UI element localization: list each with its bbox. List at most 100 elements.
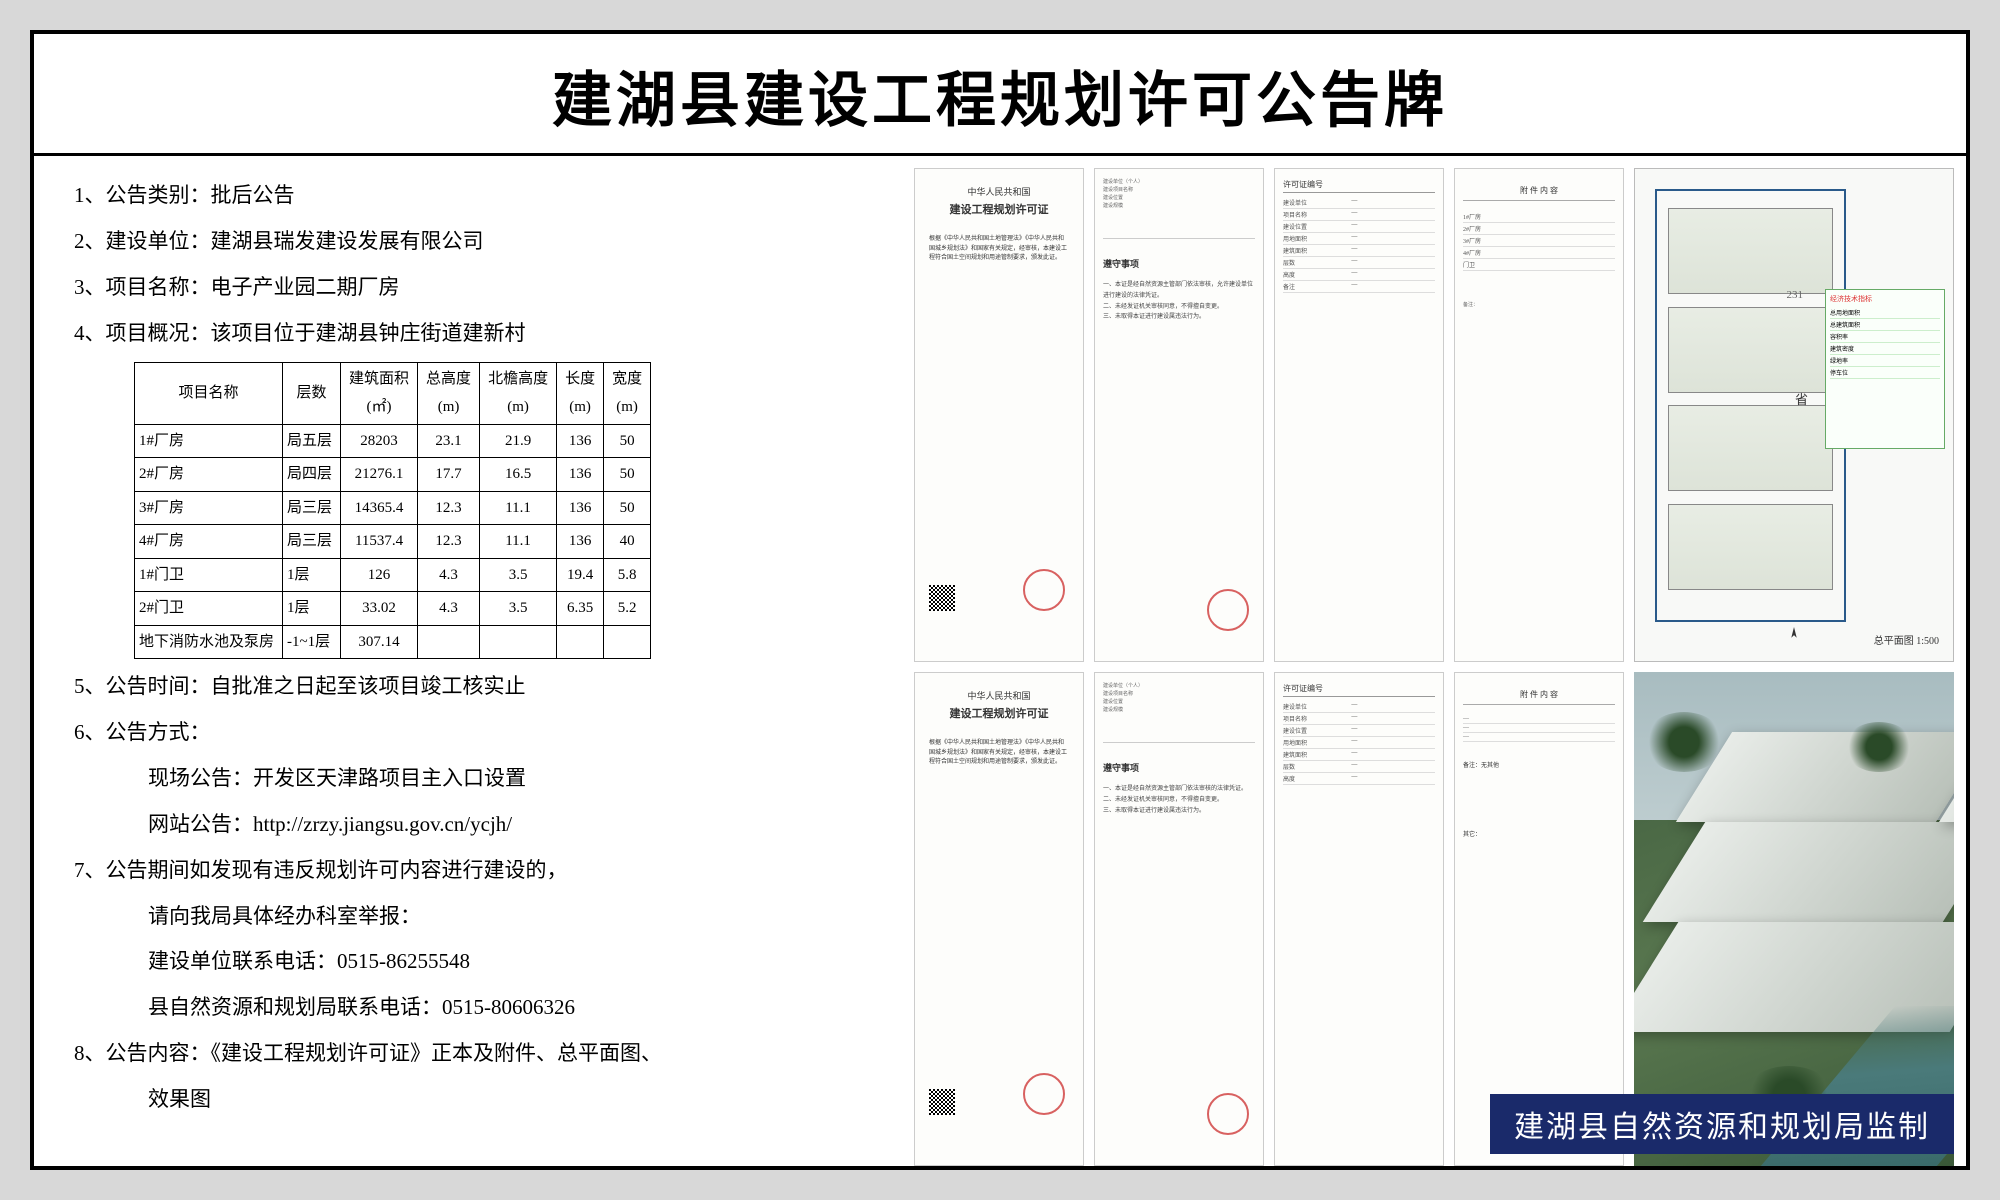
permit-form-2: 附 件 内 容 1#厂房 2#厂房 3#厂房 4#厂房 门卫 备注： xyxy=(1454,168,1624,662)
title-bar: 建湖县建设工程规划许可公告牌 xyxy=(34,34,1966,156)
table-row: 1#门卫1层1264.33.519.45.8 xyxy=(135,558,651,592)
table-header-cell: 宽度(m) xyxy=(604,362,651,424)
lot-number: 231 xyxy=(1787,289,1804,301)
table-cell xyxy=(557,625,604,659)
table-cell xyxy=(604,625,651,659)
project-data-table: 项目名称层数建筑面积(㎡)总高度(m)北檐高度(m)长度(m)宽度(m) 1#厂… xyxy=(134,362,651,660)
table-cell: 12.3 xyxy=(418,491,480,525)
table-cell: 11.1 xyxy=(480,525,557,559)
table-cell: 16.5 xyxy=(480,458,557,492)
table-cell: 1#厂房 xyxy=(135,424,283,458)
table-cell: 1层 xyxy=(283,558,341,592)
table-header-cell: 总高度(m) xyxy=(418,362,480,424)
legend-title: 经济技术指标 xyxy=(1830,294,1940,304)
item-6b: 网站公告：http://zrzy.jiangsu.gov.cn/ycjh/ xyxy=(74,805,884,845)
item-2: 2、建设单位：建湖县瑞发建设发展有限公司 xyxy=(74,222,884,262)
plan-building xyxy=(1668,405,1832,491)
item-7a: 请向我局具体经办科室举报： xyxy=(74,897,884,937)
table-cell: 21276.1 xyxy=(341,458,418,492)
red-stamp-icon xyxy=(1207,589,1249,631)
table-row: 2#厂房局四层21276.117.716.513650 xyxy=(135,458,651,492)
cert-country: 中华人民共和国 xyxy=(923,185,1075,198)
permit-form-3: 许可证编号 建设单位— 项目名称— 建设位置— 用地面积— 建筑面积— 层数— … xyxy=(1274,672,1444,1166)
table-cell: 136 xyxy=(557,491,604,525)
table-cell: 28203 xyxy=(341,424,418,458)
permit-certificate-1: 中华人民共和国 建设工程规划许可证 根据《中华人民共和国土地管理法》《中华人民共… xyxy=(914,168,1084,662)
table-row: 3#厂房局三层14365.412.311.113650 xyxy=(135,491,651,525)
table-cell: 2#厂房 xyxy=(135,458,283,492)
table-row: 1#厂房局五层2820323.121.913650 xyxy=(135,424,651,458)
table-cell: 6.35 xyxy=(557,592,604,626)
table-cell: 局三层 xyxy=(283,491,341,525)
table-header-cell: 层数 xyxy=(283,362,341,424)
table-cell: 3.5 xyxy=(480,558,557,592)
table-cell: 136 xyxy=(557,525,604,559)
site-plan-drawing: 231 省 经济技术指标 总用地面积总建筑面积 容积率建筑密度 绿地率停车位 总… xyxy=(1634,168,1954,662)
table-cell: 19.4 xyxy=(557,558,604,592)
table-cell: 17.7 xyxy=(418,458,480,492)
permit-notes-1: 建设单位（个人）建设项目名称建设位置建设规模 遵守事项 一、本证是经自然资源主管… xyxy=(1094,168,1264,662)
table-cell: 1#门卫 xyxy=(135,558,283,592)
table-header-cell: 北檐高度(m) xyxy=(480,362,557,424)
plan-legend-table: 经济技术指标 总用地面积总建筑面积 容积率建筑密度 绿地率停车位 xyxy=(1825,289,1945,449)
left-text-panel: 1、公告类别：批后公告 2、建设单位：建湖县瑞发建设发展有限公司 3、项目名称：… xyxy=(34,156,914,1178)
table-cell: 局三层 xyxy=(283,525,341,559)
table-cell: 4.3 xyxy=(418,558,480,592)
main-title: 建湖县建设工程规划许可公告牌 xyxy=(34,52,1966,139)
plan-building xyxy=(1668,208,1832,294)
table-header-cell: 项目名称 xyxy=(135,362,283,424)
cert-body: 根据《中华人民共和国土地管理法》《中华人民共和国城乡规划法》和国家有关规定，经审… xyxy=(923,739,1075,768)
item-4: 4、项目概况：该项目位于建湖县钟庄街道建新村 xyxy=(74,314,884,354)
content-area: 1、公告类别：批后公告 2、建设单位：建湖县瑞发建设发展有限公司 3、项目名称：… xyxy=(34,156,1966,1178)
table-header-row: 项目名称层数建筑面积(㎡)总高度(m)北檐高度(m)长度(m)宽度(m) xyxy=(135,362,651,424)
table-cell: 11537.4 xyxy=(341,525,418,559)
table-cell: 局四层 xyxy=(283,458,341,492)
table-cell: 3.5 xyxy=(480,592,557,626)
table-cell: 局五层 xyxy=(283,424,341,458)
announcement-board: 建湖县建设工程规划许可公告牌 1、公告类别：批后公告 2、建设单位：建湖县瑞发建… xyxy=(30,30,1970,1170)
table-cell: 50 xyxy=(604,458,651,492)
table-cell: 33.02 xyxy=(341,592,418,626)
notes-title: 遵守事项 xyxy=(1103,761,1255,774)
table-cell: 23.1 xyxy=(418,424,480,458)
table-row: 4#厂房局三层11537.412.311.113640 xyxy=(135,525,651,559)
table-row: 地下消防水池及泵房-1~1层307.14 xyxy=(135,625,651,659)
table-cell: 4#厂房 xyxy=(135,525,283,559)
table-cell: 地下消防水池及泵房 xyxy=(135,625,283,659)
right-attachments-panel: 中华人民共和国 建设工程规划许可证 根据《中华人民共和国土地管理法》《中华人民共… xyxy=(914,156,1966,1178)
table-row: 2#门卫1层33.024.33.56.355.2 xyxy=(135,592,651,626)
table-cell xyxy=(480,625,557,659)
permit-notes-2: 建设单位（个人）建设项目名称建设位置建设规模 遵守事项 一、本证是经自然资源主管… xyxy=(1094,672,1264,1166)
cert-country: 中华人民共和国 xyxy=(923,689,1075,702)
compass-icon xyxy=(1785,627,1803,645)
cert-name: 建设工程规划许可证 xyxy=(923,201,1075,217)
notes-title: 遵守事项 xyxy=(1103,257,1255,270)
item-8a: 效果图 xyxy=(74,1080,884,1120)
qr-code-icon xyxy=(929,1089,955,1115)
table-cell: 5.8 xyxy=(604,558,651,592)
table-cell: 2#门卫 xyxy=(135,592,283,626)
item-8: 8、公告内容：《建设工程规划许可证》正本及附件、总平面图、 xyxy=(74,1034,884,1074)
table-cell: 307.14 xyxy=(341,625,418,659)
table-cell: -1~1层 xyxy=(283,625,341,659)
permit-form-1: 许可证编号 建设单位— 项目名称— 建设位置— 用地面积— 建筑面积— 层数— … xyxy=(1274,168,1444,662)
cert-name: 建设工程规划许可证 xyxy=(923,705,1075,721)
item-3: 3、项目名称：电子产业园二期厂房 xyxy=(74,268,884,308)
table-cell: 126 xyxy=(341,558,418,592)
table-header-cell: 建筑面积(㎡) xyxy=(341,362,418,424)
notes-body: 一、本证是经自然资源主管部门依法审核，允许建设单位进行建设的法律凭证。二、未经发… xyxy=(1103,280,1255,323)
table-cell: 12.3 xyxy=(418,525,480,559)
table-cell xyxy=(418,625,480,659)
red-stamp-icon xyxy=(1207,1093,1249,1135)
item-5: 5、公告时间：自批准之日起至该项目竣工核实止 xyxy=(74,667,884,707)
table-cell: 11.1 xyxy=(480,491,557,525)
table-body: 1#厂房局五层2820323.121.9136502#厂房局四层21276.11… xyxy=(135,424,651,659)
qr-code-icon xyxy=(929,585,955,611)
table-header-cell: 长度(m) xyxy=(557,362,604,424)
red-stamp-icon xyxy=(1023,1073,1065,1115)
table-cell: 14365.4 xyxy=(341,491,418,525)
item-6: 6、公告方式： xyxy=(74,713,884,753)
cert-body: 根据《中华人民共和国土地管理法》《中华人民共和国城乡规划法》和国家有关规定，经审… xyxy=(923,235,1075,264)
plan-title-label: 总平面图 1:500 xyxy=(1874,632,1939,647)
item-7c: 县自然资源和规划局联系电话：0515-80606326 xyxy=(74,988,884,1028)
